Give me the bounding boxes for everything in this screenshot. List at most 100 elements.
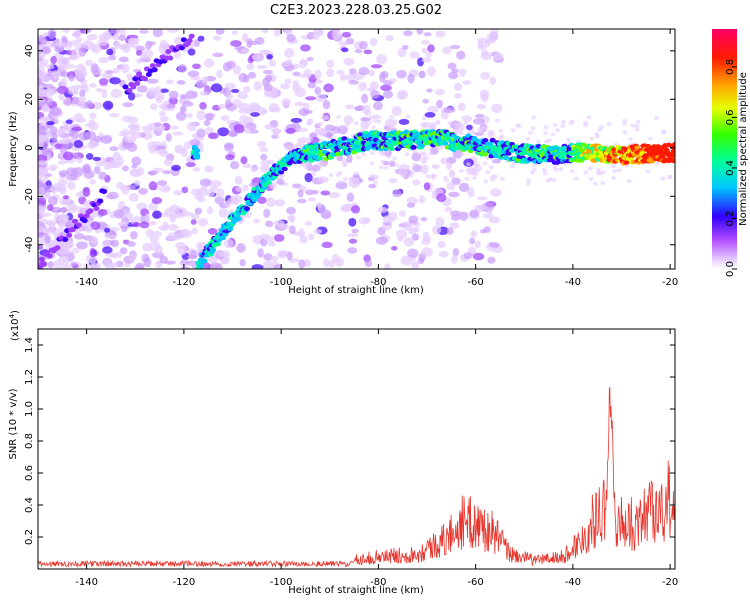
spectrogram-cell [294,87,307,98]
spectrogram-cell [407,73,415,84]
spectrogram-cell [157,180,168,187]
spectrogram-cell [630,123,636,128]
spectrogram-cell [49,185,62,192]
spectrogram-ridge-cell [214,241,221,247]
spectrogram-cell [397,236,404,242]
spectrogram-cell [286,206,297,215]
spectrogram-cell [368,183,377,189]
spectrogram-cell [166,29,179,33]
spectrogram-cell [321,241,333,249]
spectrogram-cell [175,111,187,121]
spectrogram-cell [491,103,503,114]
spectrogram-cell [418,70,426,79]
spectrogram-cell [127,92,136,101]
spectrogram-cell [165,133,172,142]
spectrogram-cell [151,141,162,146]
spectrogram-cell [203,86,214,92]
spectrogram-cell [325,68,335,78]
spectrogram-cell [260,153,268,161]
spectrogram-cell [187,48,196,56]
spectrogram-cell [412,162,418,167]
spectrogram-cell [172,131,184,136]
spectrogram-cell [127,116,139,124]
spectrogram-cell [148,201,158,211]
y-tick-label: 0 [24,145,35,151]
spectrogram-cell [474,162,480,167]
spectrogram-cell [124,136,137,144]
spectrogram-cell [418,195,426,204]
spectrogram-cell [40,105,50,113]
spectrogram-cell [411,233,420,241]
spectrogram-cell [86,33,98,41]
spectrogram-cell [447,121,453,126]
y-tick-label: 1.0 [24,401,35,417]
colorbar-label: Normalized spectral amplitude [738,72,749,226]
spectrogram-cell [427,105,439,113]
spectrogram-cell [76,241,88,250]
spectrogram-cell [546,138,552,143]
spectrogram-cell [561,119,567,124]
x-tick-label: -20 [662,577,678,588]
spectrogram-ridge-cell [188,33,195,39]
spectrogram-cell [442,175,448,180]
spectrogram-cell [654,161,660,166]
spectrogram-cell [185,161,196,168]
spectrogram-cell [80,83,88,89]
spectrogram-cell [362,104,371,114]
spectrogram-cell [425,174,431,179]
spectrogram-cell [465,167,477,174]
spectrogram-cell [269,255,279,262]
spectrogram-cell [49,126,58,135]
spectrogram-cell [525,181,531,186]
spectrogram-cell [474,240,481,249]
spectrogram-ridge-cell [70,226,77,232]
spectrogram-cell [421,164,429,175]
spectrogram-cell [284,145,296,151]
spectrogram-cell [181,186,189,194]
spectrogram-cell [47,29,57,39]
spectrogram-cell [133,221,141,228]
spectrogram-cell [554,128,560,133]
snr-panel: -140 -120 -100 -80 -60 -40 -20 0.2 0.4 0.6 0.8 1.0… [8,310,678,596]
spectrogram-cell [207,132,219,140]
spectrogram-cell [100,72,113,79]
spectrogram-cell [499,134,505,139]
spectrogram-ridge-cell [101,188,108,194]
spectrogram-cell [49,166,57,172]
spectrogram-cell [419,151,428,157]
spectrogram-cell [126,241,136,247]
spectrogram-cell [326,59,335,69]
spectrogram-cell [38,205,45,215]
spectrogram-cell [424,155,430,160]
spectrogram-ridge-cell [659,154,666,160]
spectrogram-cell [384,263,391,269]
spectrogram-cell [372,174,379,180]
spectrogram-cell [467,129,476,135]
spectrogram-cell [422,116,428,121]
spectrogram-cell [436,193,447,202]
spectrogram-cell [176,80,186,85]
spectrogram-cell [61,137,72,145]
spectrogram-cell [274,199,286,207]
spectrogram-cell [225,154,235,161]
spectrogram-cell [386,154,392,159]
spectrogram-ridge-cell [558,154,565,160]
x-tick-label: -60 [467,577,483,588]
spectrogram-cell [392,156,398,161]
x-tick-label: -100 [270,277,293,288]
colorbar-tick-label: 0.2 [725,211,736,227]
spectrogram-cell [273,264,283,269]
spectrogram-cell [451,68,459,73]
spectrogram-cell [369,161,375,166]
spectrogram-cell [304,189,315,196]
spectrogram-cell [525,137,531,142]
spectrogram-cell [443,106,456,114]
spectrogram-cell [168,204,180,214]
spectrogram-cell [411,152,422,162]
spectrogram-cell [341,31,352,38]
spectrogram-ridge-cell [255,192,262,198]
spectrogram-cell [328,192,341,199]
spectrogram-cell [197,35,205,42]
spectrogram-cell [216,188,225,198]
spectrogram-ridge-cell [235,216,242,222]
